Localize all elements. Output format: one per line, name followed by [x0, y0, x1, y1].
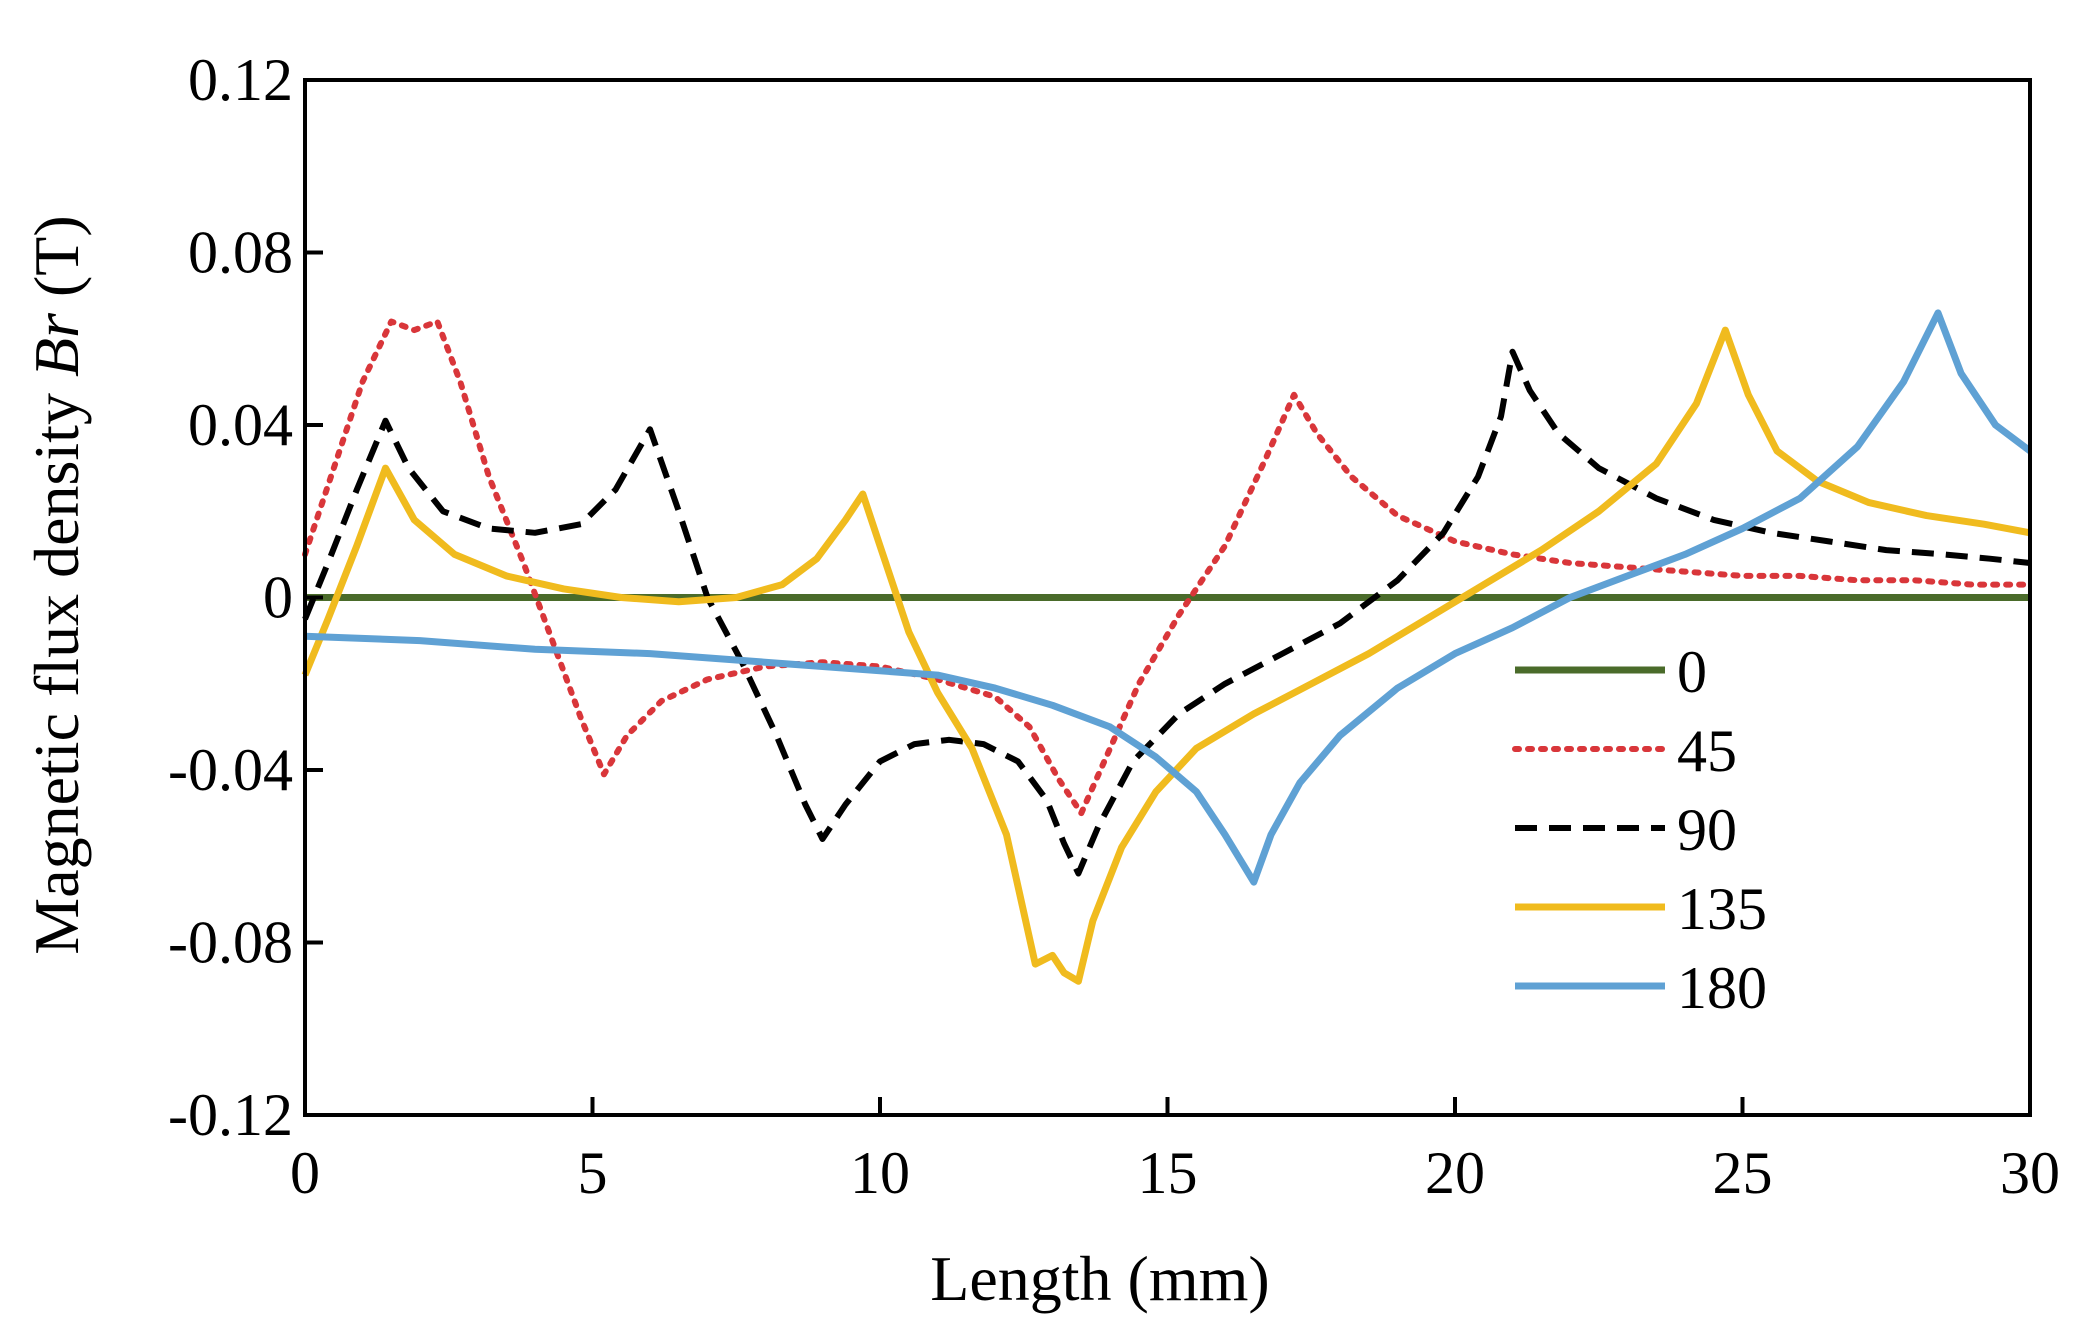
y-tick-label: -0.12 [168, 1082, 293, 1148]
series-layer [301, 309, 2033, 985]
y-tick-label: 0.12 [188, 47, 293, 113]
legend-label-45: 45 [1677, 718, 1737, 784]
x-tick-label: 15 [1138, 1140, 1198, 1206]
y-tick-label: 0.08 [188, 220, 293, 286]
series-line-45 [302, 318, 2033, 817]
legend-label-90: 90 [1677, 797, 1737, 863]
axes-layer: 0 5 10 15 20 25 30 0.12 0.08 0.04 0 -0.04 -0.08 -0.12 [168, 47, 2060, 1206]
y-axis-title-suffix: (T) [21, 215, 92, 313]
x-axis-title: Length (mm) [930, 1243, 1269, 1314]
x-tick-label: 30 [2000, 1140, 2060, 1206]
legend-label-180: 180 [1677, 955, 1767, 1021]
x-tick-label: 0 [290, 1140, 320, 1206]
y-axis-title: Magnetic flux density Br (T) [21, 215, 92, 954]
x-tick-label: 5 [578, 1140, 608, 1206]
legend-label-0: 0 [1677, 639, 1707, 705]
y-tick-label: -0.08 [168, 910, 293, 976]
series-line-135 [301, 326, 2031, 985]
y-axis-title-variable: Br [21, 312, 92, 377]
x-tick-label: 10 [850, 1140, 910, 1206]
x-tick-label: 20 [1425, 1140, 1485, 1206]
legend: 0 45 90 135 180 [1512, 639, 1767, 1021]
y-tick-label: 0.04 [188, 392, 293, 458]
x-tick-label: 25 [1713, 1140, 1773, 1206]
y-axis-title-prefix: Magnetic flux density [21, 377, 92, 955]
series-line-90 [302, 348, 2031, 877]
series-line-180 [304, 309, 2033, 886]
y-tick-label: -0.04 [168, 737, 293, 803]
y-tick-label: 0 [263, 565, 293, 631]
legend-label-135: 135 [1677, 876, 1767, 942]
